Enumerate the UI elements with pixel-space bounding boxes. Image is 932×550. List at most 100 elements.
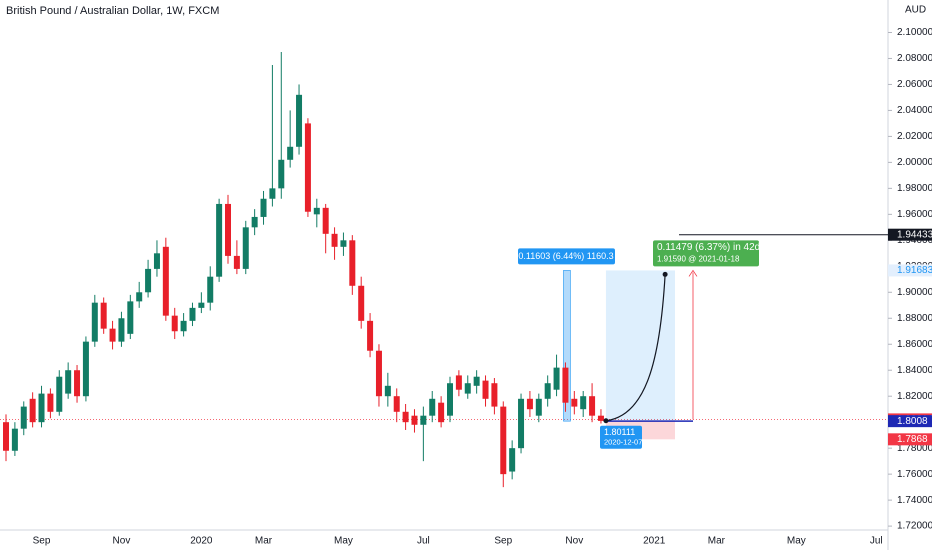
candle-body — [82, 341, 89, 397]
x-tick-label: Nov — [113, 536, 131, 547]
candle-body — [375, 350, 382, 397]
start-price: 1.80111 — [604, 427, 635, 437]
y-tick-label: 1.82000 — [897, 391, 932, 402]
y-tick-label: 2.10000 — [897, 27, 932, 38]
start-date: 2020-12-07 — [604, 438, 642, 447]
candle-body — [526, 398, 533, 410]
target-arrow-head — [688, 269, 698, 277]
price-tag-label: 1.7868 — [897, 434, 928, 445]
y-tick-label: 1.90000 — [897, 287, 932, 298]
candle-body — [393, 396, 400, 412]
x-tick-label: Jul — [870, 536, 883, 547]
candle-body — [455, 375, 462, 390]
candle-body — [91, 302, 98, 342]
y-tick-label: 2.06000 — [897, 79, 932, 90]
candle-body — [127, 301, 134, 334]
candle-body — [447, 383, 453, 416]
price-tag-label: 1.8008 — [897, 416, 928, 427]
x-tick-label: Mar — [255, 536, 273, 547]
candle-body — [136, 292, 143, 302]
candle-body — [331, 233, 338, 247]
candle-body — [251, 216, 258, 228]
candle-body — [597, 415, 604, 421]
candle-body — [109, 328, 116, 342]
candle-body — [171, 315, 178, 332]
projection-curve — [605, 274, 666, 422]
y-tick-label: 1.96000 — [897, 209, 932, 220]
price-tag-label: 1.94433 — [897, 229, 932, 240]
candle-body — [384, 385, 391, 397]
candle-body — [225, 203, 231, 256]
price-tag — [888, 415, 932, 428]
candle-body — [278, 159, 285, 189]
projection-box — [653, 240, 759, 267]
y-tick-label: 2.04000 — [897, 105, 932, 116]
candle-body — [216, 203, 223, 277]
candle-body — [482, 380, 489, 399]
candle-body — [260, 198, 267, 217]
candle-body — [420, 415, 427, 425]
candle-body — [438, 402, 445, 423]
projection-summary: 0.11479 (6.37%) in 42d — [657, 242, 760, 253]
candle-body — [491, 383, 498, 407]
candle-body — [473, 376, 480, 386]
candle-body — [11, 428, 18, 451]
candle-body — [47, 393, 54, 412]
candle-body — [322, 207, 329, 234]
candle-body — [118, 318, 125, 342]
x-tick-label: Sep — [494, 536, 512, 547]
y-tick-label: 1.74000 — [897, 495, 932, 506]
y-tick-label: 2.08000 — [897, 53, 932, 64]
y-tick-label: 2.02000 — [897, 131, 932, 142]
projection-start — [603, 418, 609, 424]
candle-body — [402, 411, 409, 423]
y-tick-label: 1.98000 — [897, 183, 932, 194]
candle-body — [367, 320, 374, 351]
candle-body — [287, 146, 294, 160]
candle-body — [429, 398, 436, 416]
candle-body — [358, 285, 365, 321]
candle-body — [269, 188, 276, 199]
x-tick-label: May — [334, 536, 353, 547]
candle-body — [304, 123, 311, 212]
candle-body — [349, 240, 356, 286]
chart-title: British Pound / Australian Dollar, 1W, F… — [6, 5, 219, 17]
price-tag — [888, 433, 932, 446]
x-tick-label: Mar — [708, 536, 726, 547]
y-tick-label: 1.84000 — [897, 365, 932, 376]
measure-bar — [563, 270, 571, 422]
currency-label: AUD — [905, 5, 926, 16]
projection-end — [662, 271, 668, 277]
candle-body — [233, 255, 240, 269]
candle-body — [509, 448, 516, 472]
candle-body — [3, 422, 9, 451]
candle-body — [189, 307, 196, 321]
candle-body — [74, 370, 81, 397]
candle-body — [313, 207, 320, 215]
candle-body — [145, 268, 152, 293]
price-tag — [888, 264, 932, 277]
candle-body — [29, 398, 36, 423]
price-tag-label: 1.91683 — [897, 265, 932, 276]
price-tag — [888, 228, 932, 241]
y-tick-label: 1.78000 — [897, 443, 932, 454]
candle-body — [198, 302, 205, 308]
target-zone — [605, 270, 675, 422]
candle-body — [411, 415, 418, 425]
candle-body — [100, 302, 107, 329]
candle-body — [562, 367, 569, 403]
y-tick-label: 2.00000 — [897, 157, 932, 168]
candle-body — [571, 398, 578, 407]
measure-label: 0.11603 (6.44%) 1160.3 — [518, 251, 613, 261]
candle-body — [153, 253, 160, 269]
candle-body — [207, 276, 214, 303]
y-tick-label: 1.86000 — [897, 339, 932, 350]
y-tick-label: 1.76000 — [897, 469, 932, 480]
x-tick-label: May — [787, 536, 806, 547]
candle-body — [589, 396, 596, 416]
y-tick-label: 1.72000 — [897, 521, 932, 532]
x-tick-label: Jul — [417, 536, 430, 547]
candle-body — [553, 367, 560, 390]
candle-body — [580, 396, 587, 410]
